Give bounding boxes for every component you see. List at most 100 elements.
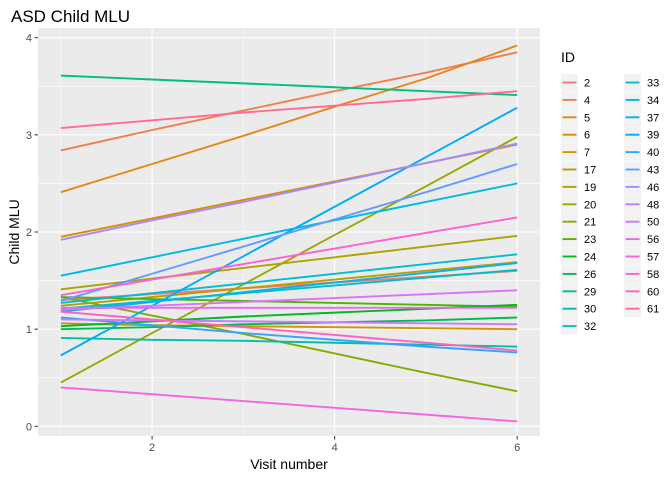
legend-item-30: 30 [561, 300, 596, 318]
series-line-34 [60, 182, 518, 277]
x-tick-label: 4 [332, 442, 338, 454]
legend-item-57: 57 [624, 248, 659, 265]
legend-label: 26 [584, 269, 596, 281]
legend-label: 58 [647, 269, 659, 281]
series-line-40 [60, 316, 518, 354]
legend-item-58: 58 [624, 265, 659, 283]
legend-label: 56 [647, 234, 659, 246]
legend-label: 50 [647, 217, 659, 229]
series-line-4 [60, 51, 518, 152]
legend-item-43: 43 [624, 161, 659, 178]
legend-label: 33 [647, 78, 659, 90]
series-line-39 [60, 106, 518, 357]
y-axis: 0 1 2 3 4 [26, 33, 38, 433]
legend-item-50: 50 [624, 213, 659, 231]
legend-label: 7 [584, 147, 590, 159]
legend-item-21: 21 [561, 213, 596, 231]
chart-title: ASD Child MLU [11, 7, 130, 26]
series-line-58 [60, 216, 518, 297]
series-line-48 [60, 318, 518, 326]
legend-label: 17 [584, 165, 596, 177]
legend-item-33: 33 [624, 74, 659, 91]
legend-label: 60 [647, 286, 659, 298]
legend-item-4: 4 [561, 91, 590, 109]
legend-label: 6 [584, 130, 590, 142]
series-line-43 [60, 163, 518, 302]
legend-label: 23 [584, 234, 596, 246]
legend-item-32: 32 [561, 317, 596, 335]
series-line-46 [60, 142, 518, 241]
legend-label: 43 [647, 165, 659, 177]
series-line-57 [60, 386, 518, 423]
series-line-60 [60, 310, 518, 352]
x-axis: 2 4 6 [149, 436, 520, 454]
series-line-26 [60, 316, 518, 331]
legend-item-24: 24 [561, 248, 596, 265]
legend-label: 19 [584, 182, 596, 194]
x-tick-label: 2 [149, 442, 155, 454]
legend-item-20: 20 [561, 195, 596, 213]
y-tick-label: 2 [26, 227, 32, 239]
legend-label: 39 [647, 130, 659, 142]
series-line-19 [60, 234, 518, 291]
y-tick-label: 4 [26, 33, 32, 45]
legend-item-2: 2 [561, 74, 590, 91]
x-axis-title: Visit number [250, 456, 328, 472]
legend-label: 29 [584, 286, 596, 298]
series-line-23 [60, 296, 518, 308]
series-lines [60, 44, 518, 423]
y-tick-label: 0 [26, 421, 32, 433]
legend-item-56: 56 [624, 230, 659, 248]
legend-title: ID [561, 49, 575, 65]
legend-item-61: 61 [624, 300, 659, 318]
series-line-61 [60, 90, 518, 130]
series-line-37 [60, 262, 518, 313]
y-tick-label: 3 [26, 130, 32, 142]
series-line-30 [60, 336, 518, 348]
legend-item-39: 39 [624, 126, 659, 144]
legend-item-37: 37 [624, 108, 659, 126]
legend-label: 61 [647, 304, 659, 316]
legend-label: 57 [647, 252, 659, 264]
series-line-33 [60, 253, 518, 304]
legend-label: 30 [584, 304, 596, 316]
y-tick-label: 1 [26, 324, 32, 336]
legend-label: 20 [584, 199, 596, 211]
legend-label: 24 [584, 252, 596, 264]
series-line-20 [60, 135, 518, 384]
y-axis-title: Child MLU [6, 199, 22, 264]
legend-item-60: 60 [624, 282, 659, 300]
legend-item-23: 23 [561, 230, 596, 248]
legend-item-6: 6 [561, 126, 590, 144]
legend-item-5: 5 [561, 108, 590, 126]
legend-item-26: 26 [561, 265, 596, 283]
series-line-21 [60, 296, 518, 393]
legend-item-19: 19 [561, 178, 596, 196]
x-tick-label: 6 [514, 442, 520, 454]
legend-item-48: 48 [624, 195, 659, 213]
legend-label: 40 [647, 147, 659, 159]
legend-item-40: 40 [624, 143, 659, 161]
legend-label: 5 [584, 112, 590, 124]
legend-label: 32 [584, 321, 596, 333]
legend-label: 2 [584, 78, 590, 90]
legend-item-34: 34 [624, 91, 659, 109]
series-line-29 [60, 74, 518, 96]
legend-label: 46 [647, 182, 659, 194]
series-line-7 [60, 322, 518, 331]
series-line-50 [60, 289, 518, 311]
legend-item-46: 46 [624, 178, 659, 196]
legend-label: 48 [647, 199, 659, 211]
series-line-5 [60, 44, 518, 194]
legend-label: 21 [584, 217, 596, 229]
grid-major [38, 28, 540, 436]
legend-label: 34 [647, 95, 659, 107]
legend-label: 37 [647, 112, 659, 124]
series-line-32 [60, 268, 518, 310]
legend-item-29: 29 [561, 282, 596, 300]
legend: 2456717192021232426293032333437394043464… [561, 74, 659, 335]
legend-item-17: 17 [561, 161, 596, 178]
legend-label: 4 [584, 95, 590, 107]
legend-item-7: 7 [561, 143, 590, 161]
